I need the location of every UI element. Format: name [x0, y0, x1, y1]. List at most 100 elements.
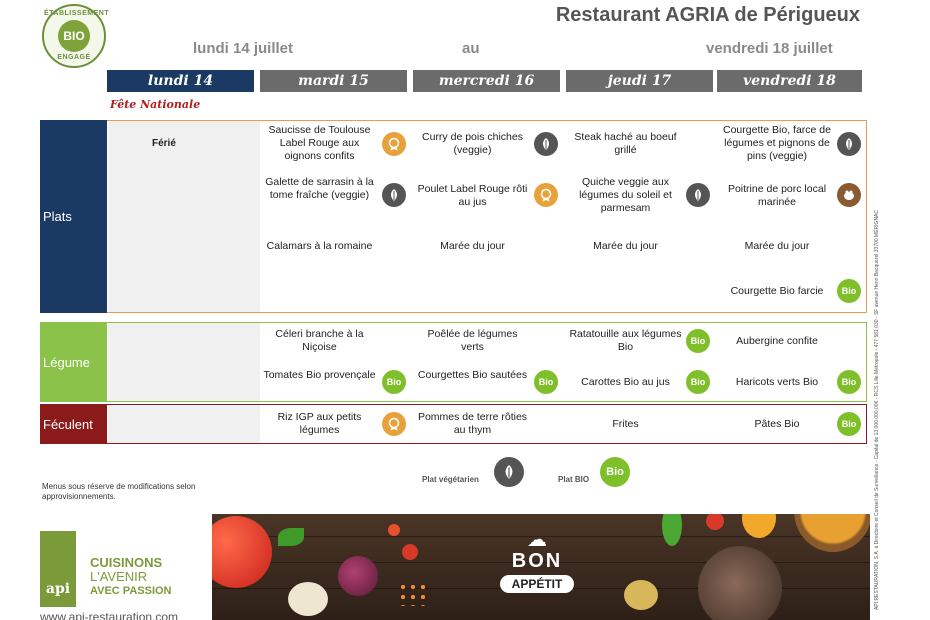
dish-vendredi-plat-1: Courgette Bio, farce de légumes et pigno…: [723, 124, 831, 162]
onion-image: [338, 556, 378, 596]
bio-engage-logo: ÉTABLISSEMENT BIO ENGAGÉ: [42, 4, 110, 68]
dish-mercredi-plat-1: Curry de pois chiches (veggie): [422, 131, 523, 156]
dish-mercredi-legume-2: Courgettes Bio sautées: [417, 369, 528, 381]
dish-jeudi-plat-3: Marée du jour: [593, 240, 658, 252]
dish-vendredi-legume-2: Haricots verts Bio: [735, 376, 819, 388]
date-au: au: [462, 40, 480, 57]
bio-icon: Bio: [382, 370, 406, 394]
bio-icon: Bio: [837, 412, 861, 436]
legal-side-text-content: API RESTAURATION, S.A. à Directoire et C…: [874, 209, 880, 610]
dish-mardi-plat-2: Galette de sarrasin à la tome fraîche (v…: [265, 176, 374, 201]
page-title: Restaurant AGRIA de Périgueux: [555, 4, 860, 26]
dish-vendredi-plat-3: Marée du jour: [744, 240, 810, 252]
bio-icon: Bio: [686, 329, 710, 353]
potato-image: [624, 580, 658, 610]
leaf-icon: [846, 138, 852, 150]
cherry-tomato-image: [388, 524, 400, 536]
label-rouge-icon: [534, 183, 558, 207]
leaf-icon: [695, 189, 701, 201]
slogan-line-2: L'AVENIR: [90, 569, 148, 584]
leaf-icon: [543, 138, 549, 150]
logo-top-text: ÉTABLISSEMENT: [44, 10, 110, 17]
yellow-pepper-image: [742, 514, 776, 538]
vegetarian-icon: [382, 183, 406, 207]
basil-image: [278, 528, 304, 546]
bon-text: BON: [511, 550, 563, 572]
carrot-image: [398, 582, 428, 606]
cherry-tomato-image: [402, 544, 418, 560]
garlic-image: [288, 582, 328, 616]
label-rouge-icon: [382, 412, 406, 436]
day-header-lundi: lundi 14: [107, 70, 254, 92]
row-label-legume: Légume: [40, 322, 107, 402]
day-header-mardi: mardi 15: [260, 70, 407, 92]
api-logo: api: [40, 531, 76, 607]
leaf-image: [662, 514, 682, 546]
medal-icon: [388, 417, 400, 431]
dish-vendredi-legume-1: Aubergine confite: [736, 335, 818, 347]
bio-icon: Bio: [837, 279, 861, 303]
row-label-feculent: Féculent: [40, 404, 107, 444]
vegetarian-icon: [837, 132, 861, 156]
menu-disclaimer: Menus sous réserve de modifications selo…: [42, 482, 196, 501]
dish-vendredi-plat-2: Poitrine de porc local marinée: [727, 183, 827, 208]
slogan-line-3: AVEC PASSION: [90, 585, 172, 597]
leaf-icon: [391, 189, 397, 201]
vegetarian-icon: [534, 132, 558, 156]
legal-side-text: API RESTAURATION, S.A. à Directoire et C…: [874, 70, 884, 610]
bio-icon: Bio: [837, 370, 861, 394]
bio-icon: Bio: [686, 370, 710, 394]
dish-mardi-feculent: Riz IGP aux petits légumes: [277, 411, 362, 436]
dish-mardi-legume-1: Céleri branche à la Niçoise: [275, 328, 364, 353]
slogan: CUISINONS L'AVENIR AVEC PASSION: [90, 556, 172, 598]
legend-vegetarian-label: Plat végétarien: [422, 475, 479, 484]
dish-jeudi-legume-2: Carottes Bio au jus: [581, 376, 670, 388]
peppercorn-bowl-image: [698, 546, 782, 620]
dish-jeudi-feculent: Frites: [612, 418, 639, 430]
date-to: vendredi 18 juillet: [706, 40, 833, 57]
day-header-jeudi: jeudi 17: [566, 70, 713, 92]
local-product-icon: [837, 183, 861, 207]
dish-vendredi-plat-4: Courgette Bio farcie: [730, 285, 824, 297]
dish-jeudi-plat-2: Quiche veggie aux légumes du soleil et p…: [579, 176, 672, 214]
slogan-line-1: CUISINONS: [90, 555, 163, 570]
chef-hat-icon: ☁: [527, 529, 547, 551]
row-box-legume: [107, 322, 867, 402]
bio-icon: Bio: [600, 457, 630, 487]
row-box-feculent: [107, 404, 867, 444]
row-box-plats: [107, 120, 867, 313]
cherry-tomato-image: [706, 514, 724, 530]
ferie-label: Férié: [152, 138, 176, 149]
appetit-text: APPÉTIT: [499, 575, 575, 593]
logo-bottom-text: ENGAGÉ: [57, 54, 91, 61]
medal-icon: [540, 188, 552, 202]
dish-mardi-plat-1: Saucisse de Toulouse Label Rouge aux oig…: [268, 124, 371, 162]
tomato-image: [212, 516, 272, 588]
ferie-column-plats: [108, 121, 260, 312]
dish-mercredi-plat-3: Marée du jour: [440, 240, 505, 252]
date-from: lundi 14 juillet: [193, 40, 294, 57]
row-label-plats: Plats: [40, 120, 107, 313]
leaf-icon: [505, 465, 513, 479]
legend-bio-label: Plat BIO: [558, 475, 590, 484]
food-banner: [212, 514, 870, 620]
vegetarian-icon: [494, 457, 524, 487]
medal-icon: [388, 137, 400, 151]
dish-mardi-plat-3: Calamars à la romaine: [266, 240, 373, 252]
dish-vendredi-feculent: Pâtes Bio: [754, 418, 800, 430]
fete-nationale-label: Fête Nationale: [110, 98, 201, 111]
dish-mercredi-feculent: Pommes de terre rôties au thym: [417, 411, 528, 436]
ferie-column-legume: [108, 323, 260, 401]
bio-icon: Bio: [534, 370, 558, 394]
label-rouge-icon: [382, 132, 406, 156]
dish-jeudi-plat-1: Steak haché au boeuf grillé: [574, 131, 677, 156]
ferie-column-feculent: [108, 405, 260, 443]
dish-jeudi-legume-1: Ratatouille aux légumes Bio: [569, 328, 682, 353]
dish-mardi-legume-2: Tomates Bio provençale: [263, 369, 376, 381]
logo-center-text: BIO: [58, 20, 90, 52]
day-header-mercredi: mercredi 16: [413, 70, 560, 92]
bon-appetit-badge: ☁ BON APPÉTIT: [482, 530, 592, 593]
curry-bowl-image: [794, 514, 870, 552]
website-link[interactable]: www.api-restauration.com: [40, 610, 179, 620]
dish-mercredi-legume-1: Poêlée de légumes verts: [427, 328, 518, 353]
